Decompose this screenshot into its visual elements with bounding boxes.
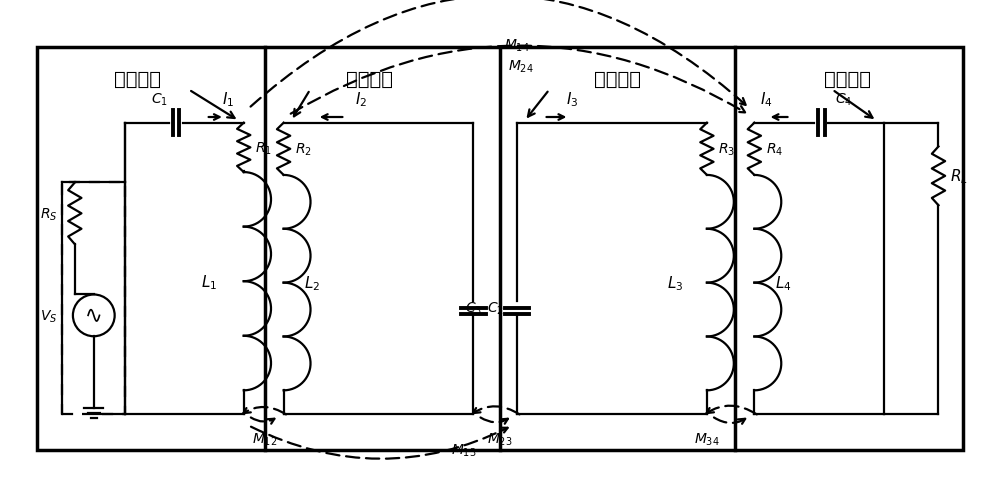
Text: $R_4$: $R_4$	[766, 141, 783, 157]
Text: $I_2$: $I_2$	[355, 91, 367, 109]
Text: $M_{12}$: $M_{12}$	[252, 431, 277, 447]
Text: $M_{13}$: $M_{13}$	[451, 442, 477, 458]
FancyBboxPatch shape	[62, 183, 125, 414]
Text: $C_3$: $C_3$	[465, 300, 482, 316]
Bar	[37, 48, 963, 450]
Text: $M_{23}$: $M_{23}$	[487, 431, 513, 447]
Text: $M_{34}$: $M_{34}$	[694, 431, 720, 447]
Text: $L_3$: $L_3$	[667, 274, 683, 292]
Text: $R_2$: $R_2$	[295, 141, 312, 157]
Text: $M_{24}$: $M_{24}$	[508, 59, 534, 75]
Text: 接收线圈: 接收线圈	[594, 70, 641, 88]
Text: $I_1$: $I_1$	[222, 90, 234, 108]
Text: 负载线圈: 负载线圈	[824, 70, 871, 88]
Text: $L_2$: $L_2$	[304, 274, 321, 292]
Text: $R_3$: $R_3$	[718, 141, 735, 157]
Text: $M_{14}$: $M_{14}$	[504, 37, 530, 54]
Text: 驱动线圈: 驱动线圈	[114, 70, 161, 88]
Text: $L_1$: $L_1$	[201, 272, 217, 291]
Text: 发射线圈: 发射线圈	[346, 70, 393, 88]
Text: $R_1$: $R_1$	[255, 140, 272, 156]
Text: $L_4$: $L_4$	[775, 274, 792, 292]
Text: $I_4$: $I_4$	[760, 90, 773, 108]
Text: $C_1$: $C_1$	[151, 91, 168, 108]
Text: $C_4$: $C_4$	[835, 91, 852, 108]
Text: $R_L$: $R_L$	[950, 167, 968, 186]
Text: $C_2$: $C_2$	[487, 300, 504, 316]
Text: $V_S$: $V_S$	[40, 308, 58, 324]
Text: $I_3$: $I_3$	[566, 91, 579, 109]
Text: $R_S$: $R_S$	[40, 206, 58, 222]
